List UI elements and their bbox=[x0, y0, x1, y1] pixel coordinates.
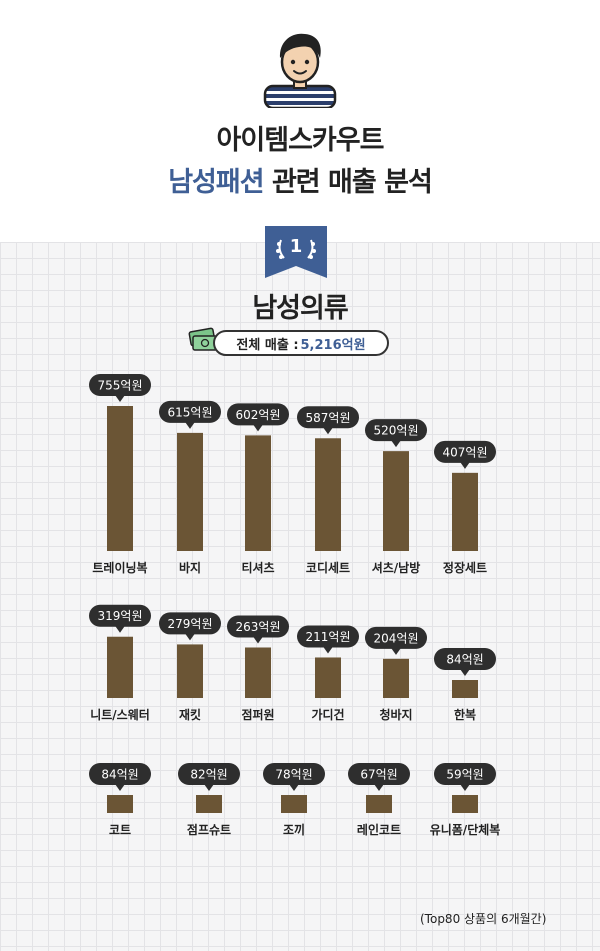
value-label: 520억원 bbox=[374, 424, 419, 438]
total-sales-label: 전체 매출 : bbox=[236, 337, 299, 353]
value-label: 615억원 bbox=[168, 405, 213, 419]
value-bubble: 602억원 bbox=[227, 403, 289, 432]
total-sales-value: 5,216억원 bbox=[300, 337, 366, 353]
category-label: 한복 bbox=[454, 707, 476, 722]
bar bbox=[452, 680, 478, 698]
subtitle-rest: 관련 매출 분석 bbox=[271, 167, 433, 198]
category-label: 조끼 bbox=[283, 822, 305, 837]
value-label: 602억원 bbox=[236, 408, 281, 422]
bar bbox=[177, 644, 203, 698]
value-bubble: 615억원 bbox=[159, 400, 221, 429]
category-label: 티셔츠 bbox=[241, 560, 274, 575]
category-label: 바지 bbox=[179, 560, 201, 575]
value-bubble: 84억원 bbox=[89, 763, 151, 791]
bar bbox=[315, 438, 341, 551]
value-bubble: 587억원 bbox=[297, 406, 359, 435]
value-bubble: 204억원 bbox=[365, 626, 427, 655]
footnote: (Top80 상품의 6개월간) bbox=[420, 912, 547, 926]
value-label: 755억원 bbox=[98, 379, 143, 393]
subtitle-highlight: 남성패션 bbox=[168, 167, 264, 198]
bar bbox=[107, 636, 133, 698]
avatar-icon bbox=[263, 33, 337, 108]
value-bubble: 755억원 bbox=[89, 374, 151, 402]
value-bubble: 82억원 bbox=[178, 763, 240, 791]
rank-badge: 1 bbox=[265, 226, 327, 278]
rank-number: 1 bbox=[290, 236, 303, 257]
bar bbox=[383, 658, 409, 698]
bar bbox=[366, 795, 392, 813]
page-subtitle: 남성패션 관련 매출 분석 bbox=[0, 160, 600, 199]
category-label: 청바지 bbox=[379, 707, 412, 722]
bar bbox=[107, 795, 133, 813]
total-sales-pill: 전체 매출 : 5,216억원 bbox=[213, 330, 389, 356]
value-label: 263억원 bbox=[236, 620, 281, 634]
category-label: 니트/스웨터 bbox=[90, 707, 150, 722]
value-label: 78억원 bbox=[275, 768, 312, 782]
category-label: 점퍼원 bbox=[241, 707, 274, 722]
bar bbox=[452, 472, 478, 551]
bar bbox=[196, 795, 222, 813]
bar bbox=[245, 435, 271, 551]
page-title: 아이템스카우트 bbox=[216, 125, 385, 156]
category-label: 레인코트 bbox=[357, 822, 401, 837]
category-label: 유니폼/단체복 bbox=[430, 822, 501, 837]
value-label: 279억원 bbox=[168, 617, 213, 631]
category-label: 코트 bbox=[109, 823, 131, 837]
bar bbox=[107, 406, 133, 551]
category-label: 코디세트 bbox=[306, 560, 350, 575]
bar bbox=[383, 451, 409, 551]
value-label: 84억원 bbox=[101, 768, 138, 782]
money-icon bbox=[188, 327, 218, 351]
category-label: 가디건 bbox=[311, 707, 344, 722]
value-bubble: 520억원 bbox=[365, 419, 427, 448]
value-label: 204억원 bbox=[374, 631, 419, 645]
value-label: 67억원 bbox=[360, 768, 397, 782]
bar bbox=[245, 647, 271, 698]
category-label: 정장세트 bbox=[443, 560, 487, 575]
value-label: 407억원 bbox=[443, 445, 488, 459]
value-label: 587억원 bbox=[306, 411, 351, 425]
value-bubble: 263억원 bbox=[227, 615, 289, 644]
value-label: 84억원 bbox=[446, 653, 483, 667]
category-label: 점프슈트 bbox=[187, 822, 231, 837]
bar bbox=[452, 795, 478, 813]
category-label: 재킷 bbox=[179, 707, 201, 722]
value-bubble: 84억원 bbox=[434, 648, 496, 676]
bar bbox=[281, 795, 307, 813]
value-bubble: 407억원 bbox=[434, 440, 496, 469]
value-label: 82억원 bbox=[190, 768, 227, 782]
bar bbox=[177, 432, 203, 551]
section-title: 남성의류 bbox=[252, 293, 348, 324]
value-label: 59억원 bbox=[446, 768, 483, 782]
value-label: 211억원 bbox=[306, 630, 351, 644]
grid-background bbox=[0, 242, 600, 951]
bar bbox=[315, 657, 341, 698]
value-bubble: 78억원 bbox=[263, 763, 325, 791]
value-bubble: 211억원 bbox=[297, 625, 359, 654]
value-bubble: 279억원 bbox=[159, 612, 221, 641]
value-bubble: 319억원 bbox=[89, 604, 151, 633]
value-label: 319억원 bbox=[98, 609, 143, 623]
value-bubble: 59억원 bbox=[434, 763, 496, 791]
value-bubble: 67억원 bbox=[348, 763, 410, 791]
category-label: 셔츠/남방 bbox=[372, 560, 421, 575]
category-label: 트레이닝복 bbox=[92, 560, 147, 575]
